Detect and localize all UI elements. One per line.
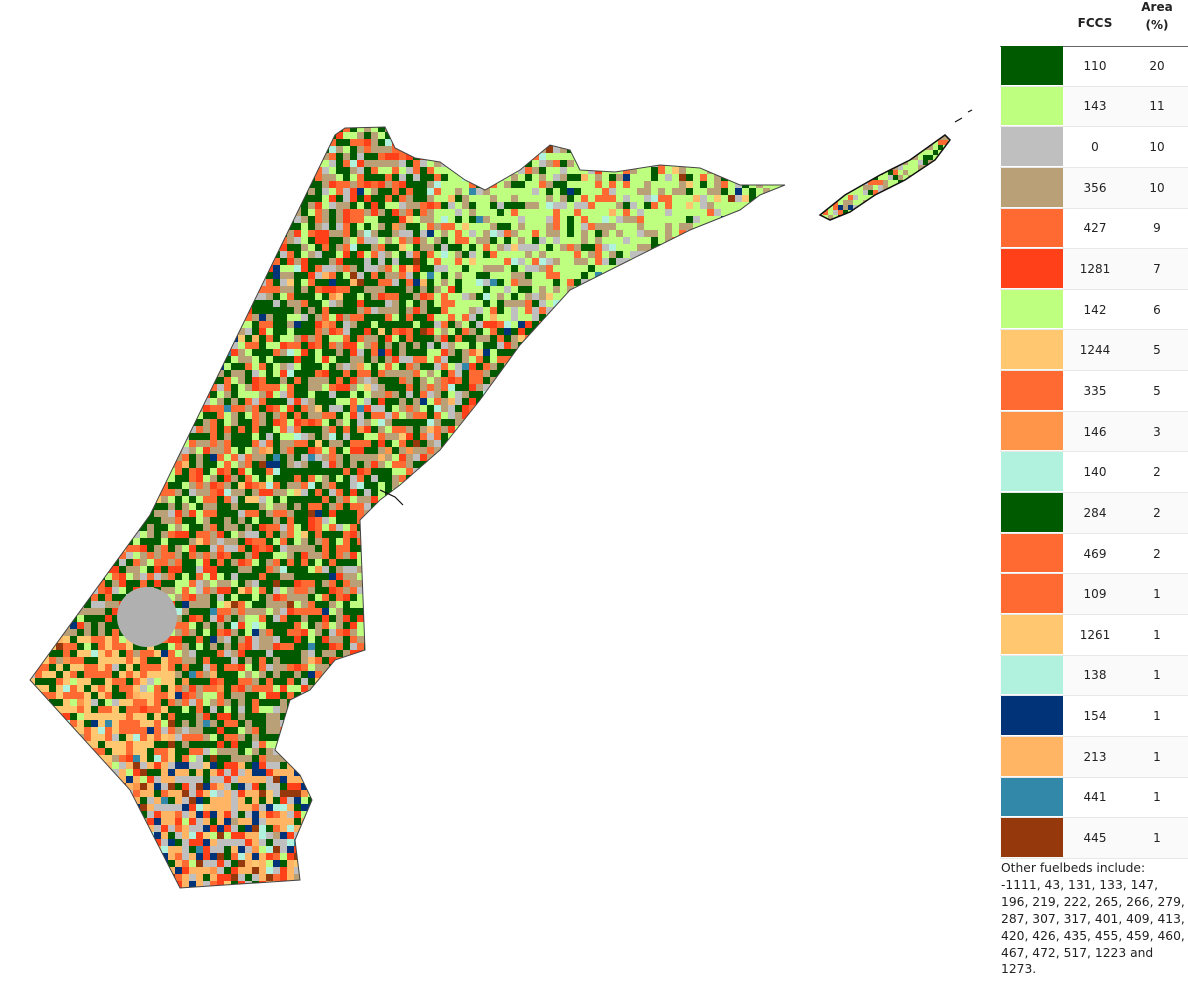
legend-row: 445 1 <box>1000 818 1188 859</box>
fuelbed-map-canvas <box>0 0 1000 1000</box>
legend-fccs-code: 1281 <box>1064 249 1126 289</box>
legend-row: 154 1 <box>1000 696 1188 737</box>
legend-rows: 110 20 143 11 0 10 356 10 427 9 1281 7 142 6 1244 5 335 5… <box>1000 46 1188 859</box>
legend-area-percent: 9 <box>1126 209 1188 249</box>
legend-row: 427 9 <box>1000 209 1188 250</box>
legend-fccs-code: 356 <box>1064 168 1126 208</box>
legend-fccs-code: 213 <box>1064 737 1126 777</box>
legend-fccs-code: 154 <box>1064 696 1126 736</box>
legend-fccs-code: 441 <box>1064 778 1126 818</box>
legend-swatch <box>1001 168 1063 207</box>
legend-area-percent: 1 <box>1126 818 1188 858</box>
legend-header: FCCS Area (%) <box>1000 0 1188 47</box>
legend-row: 142 6 <box>1000 290 1188 331</box>
legend-swatch <box>1001 412 1063 451</box>
legend-area-percent: 1 <box>1126 778 1188 818</box>
legend-fccs-code: 110 <box>1064 46 1126 86</box>
legend-area-percent: 3 <box>1126 412 1188 452</box>
legend-swatch <box>1001 209 1063 248</box>
legend-area-percent: 11 <box>1126 87 1188 127</box>
legend-header-area: Area (%) <box>1126 0 1188 34</box>
legend-row: 356 10 <box>1000 168 1188 209</box>
legend-row: 110 20 <box>1000 46 1188 87</box>
legend-fccs-code: 143 <box>1064 87 1126 127</box>
legend-area-percent: 1 <box>1126 656 1188 696</box>
legend-swatch <box>1001 46 1063 85</box>
legend-fccs-code: 142 <box>1064 290 1126 330</box>
legend-swatch <box>1001 493 1063 532</box>
legend-area-percent: 10 <box>1126 168 1188 208</box>
legend-swatch <box>1001 127 1063 166</box>
legend-area-percent: 5 <box>1126 371 1188 411</box>
legend-row: 1261 1 <box>1000 615 1188 656</box>
legend-area-percent: 2 <box>1126 493 1188 533</box>
legend-swatch <box>1001 249 1063 288</box>
legend-swatch <box>1001 87 1063 126</box>
legend-area-percent: 1 <box>1126 615 1188 655</box>
map-land-texture <box>28 125 792 896</box>
fuelbed-map <box>0 0 1000 1000</box>
legend-swatch <box>1001 534 1063 573</box>
legend-fccs-code: 445 <box>1064 818 1126 858</box>
legend-fccs-code: 1244 <box>1064 330 1126 370</box>
legend-table: FCCS Area (%) 110 20 143 11 0 10 356 10 427 9 1281… <box>1000 0 1188 1000</box>
legend-swatch <box>1001 452 1063 491</box>
legend-swatch <box>1001 330 1063 369</box>
legend-header-area-unit: (%) <box>1126 16 1188 34</box>
legend-area-percent: 5 <box>1126 330 1188 370</box>
legend-area-percent: 1 <box>1126 696 1188 736</box>
legend-header-area-label: Area <box>1126 0 1188 16</box>
legend-fccs-code: 284 <box>1064 493 1126 533</box>
legend-swatch <box>1001 371 1063 410</box>
legend-area-percent: 6 <box>1126 290 1188 330</box>
legend-fccs-code: 1261 <box>1064 615 1126 655</box>
legend-row: 441 1 <box>1000 778 1188 819</box>
legend-row: 469 2 <box>1000 534 1188 575</box>
legend-header-fccs: FCCS <box>1064 16 1126 30</box>
legend-area-percent: 1 <box>1126 574 1188 614</box>
legend-swatch <box>1001 290 1063 329</box>
legend-row: 335 5 <box>1000 371 1188 412</box>
legend-fccs-code: 469 <box>1064 534 1126 574</box>
legend-area-percent: 7 <box>1126 249 1188 289</box>
legend-area-percent: 10 <box>1126 127 1188 167</box>
legend-swatch <box>1001 656 1063 695</box>
legend-swatch <box>1001 574 1063 613</box>
legend-row: 0 10 <box>1000 127 1188 168</box>
legend-swatch <box>1001 778 1063 817</box>
legend-row: 109 1 <box>1000 574 1188 615</box>
island-land-texture <box>818 130 959 226</box>
legend-fccs-code: 140 <box>1064 452 1126 492</box>
legend-area-percent: 2 <box>1126 452 1188 492</box>
legend-swatch <box>1001 696 1063 735</box>
legend-area-percent: 1 <box>1126 737 1188 777</box>
legend-fccs-code: 138 <box>1064 656 1126 696</box>
legend-swatch <box>1001 615 1063 654</box>
legend-fccs-code: 427 <box>1064 209 1126 249</box>
legend-swatch <box>1001 737 1063 776</box>
legend-row: 284 2 <box>1000 493 1188 534</box>
legend-fccs-code: 109 <box>1064 574 1126 614</box>
lake-feature <box>117 587 177 647</box>
legend-row: 146 3 <box>1000 412 1188 453</box>
legend-fccs-code: 335 <box>1064 371 1126 411</box>
legend-fccs-code: 146 <box>1064 412 1126 452</box>
legend-area-percent: 2 <box>1126 534 1188 574</box>
legend-swatch <box>1001 818 1063 857</box>
legend-row: 138 1 <box>1000 656 1188 697</box>
legend-note: Other fuelbeds include: -1111, 43, 131, … <box>1001 860 1185 978</box>
legend-fccs-code: 0 <box>1064 127 1126 167</box>
legend-row: 140 2 <box>1000 452 1188 493</box>
legend-row: 213 1 <box>1000 737 1188 778</box>
legend-row: 143 11 <box>1000 87 1188 128</box>
legend-area-percent: 20 <box>1126 46 1188 86</box>
legend-row: 1244 5 <box>1000 330 1188 371</box>
legend-row: 1281 7 <box>1000 249 1188 290</box>
